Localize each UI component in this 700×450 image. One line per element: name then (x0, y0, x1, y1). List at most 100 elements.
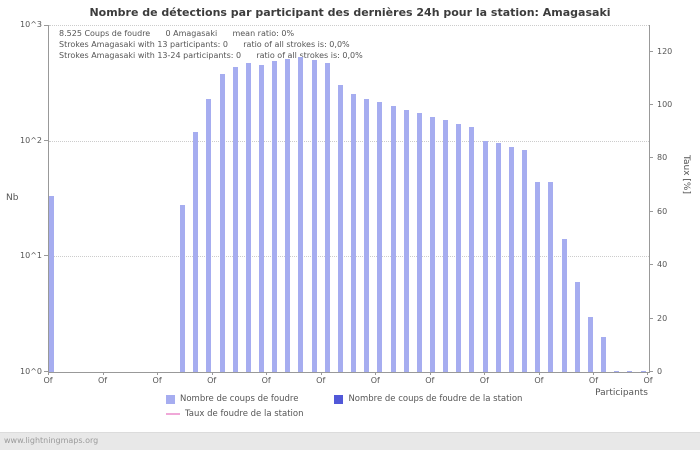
legend-label: Nombre de coups de foudre de la station (348, 394, 523, 404)
bar (232, 67, 238, 372)
y-axis-left-label: Nb (6, 193, 19, 203)
tick-mark (538, 372, 540, 375)
bar (601, 337, 607, 372)
footer-strip: www.lightningmaps.org (0, 432, 700, 450)
legend-label: Taux de foudre de la station (185, 409, 304, 419)
bar (180, 205, 186, 372)
tick-mark (649, 371, 653, 372)
y-axis-left-ticks: 10^0 10^1 10^2 10^3 (0, 20, 48, 376)
bar (469, 127, 475, 372)
bar (522, 150, 528, 372)
bar (337, 85, 343, 372)
tick-mark (593, 372, 595, 375)
legend-line-swatch (166, 413, 180, 415)
y-axis-right-tick-label: 20 (657, 313, 668, 323)
legend-label: Nombre de coups de foudre (180, 394, 299, 404)
annotations: 8.525 Coups de foudre 0 Amagasaki mean r… (59, 28, 363, 61)
tick-mark (649, 157, 653, 159)
y-axis-tick-label: 10^1 (20, 251, 42, 261)
tick-mark (44, 255, 48, 257)
y-axis-right-ticks: 0 20 40 60 80 100 120 (649, 25, 699, 376)
x-axis-tick-label: Of (643, 376, 653, 385)
tick-mark (375, 372, 377, 375)
tick-mark (44, 25, 48, 26)
bar (377, 102, 383, 372)
bar (587, 317, 593, 372)
tick-mark (649, 264, 653, 266)
x-axis-tick-label: Of (152, 376, 162, 385)
tick-mark (649, 317, 653, 319)
chart-title: Nombre de détections par participant des… (89, 6, 611, 19)
bar (390, 106, 396, 372)
tick-mark (44, 139, 48, 141)
bar (640, 371, 646, 372)
bar (561, 239, 567, 372)
bar (206, 99, 212, 372)
x-axis-tick-label: Of (316, 376, 326, 385)
bar (245, 63, 251, 372)
bar (548, 182, 554, 372)
legend-row: Nombre de coups de foudre Nombre de coups… (166, 394, 558, 404)
bar (574, 282, 580, 372)
gridline (49, 25, 649, 26)
bar (258, 65, 264, 372)
tick-mark (649, 104, 653, 106)
bar (508, 147, 514, 372)
tick-mark (649, 50, 653, 52)
annotation-line: Strokes Amagasaki with 13-24 participant… (59, 51, 363, 60)
legend-item: Taux de foudre de la station (166, 409, 304, 419)
bar (298, 57, 304, 372)
x-axis-tick-label: Of (261, 376, 271, 385)
bar (48, 196, 54, 372)
legend-item: Nombre de coups de foudre (166, 394, 298, 404)
bar (482, 141, 488, 372)
bar (627, 371, 633, 372)
tick-mark (48, 372, 49, 375)
gridline (49, 256, 649, 258)
watermark-text: www.lightningmaps.org (4, 436, 99, 445)
x-axis-tick-label: Of (370, 376, 380, 385)
bar (285, 59, 291, 372)
legend-square-swatch (166, 394, 175, 404)
y-axis-tick-label: 10^0 (20, 367, 42, 376)
bar (443, 120, 449, 372)
x-axis-tick-label: Of (425, 376, 435, 385)
y-axis-right-tick-label: 120 (657, 46, 673, 56)
tick-mark (211, 372, 213, 375)
x-axis-tick-label: Of (97, 376, 108, 385)
bar (324, 63, 330, 372)
bar (535, 182, 541, 372)
x-axis-tick-label: Of (588, 376, 599, 385)
bar (403, 110, 409, 372)
tick-mark (484, 372, 486, 375)
x-axis-tick-label: Of (43, 376, 53, 385)
bar (311, 60, 317, 372)
tick-mark (157, 372, 159, 375)
bar (614, 371, 620, 372)
x-axis-tick-label: Of (479, 376, 489, 385)
bar (193, 132, 199, 372)
gridline (49, 140, 649, 142)
tick-mark (44, 371, 48, 372)
x-axis-tick-label: Of (534, 376, 544, 385)
bar (430, 117, 435, 372)
tick-mark (266, 372, 268, 375)
y-axis-right-label: Taux [%] (681, 155, 691, 194)
tick-mark (647, 372, 648, 375)
tick-mark (320, 372, 322, 375)
tick-mark (102, 372, 104, 375)
annotation-line: 8.525 Coups de foudre 0 Amagasaki mean r… (59, 29, 295, 38)
x-axis-label: Participants (595, 388, 648, 398)
legend-row: Taux de foudre de la station (166, 409, 558, 419)
legend-square-swatch (334, 394, 344, 404)
tick-mark (429, 372, 431, 375)
y-axis-right-tick-label: 60 (657, 206, 668, 216)
bar (364, 99, 370, 372)
bar (495, 143, 501, 372)
y-axis-right-tick-label: 40 (657, 260, 668, 270)
bar (351, 94, 357, 372)
bar (219, 74, 225, 372)
legend-item: Nombre de coups de foudre de la station (334, 394, 522, 404)
y-axis-tick-label: 10^3 (20, 20, 42, 29)
bar (272, 61, 278, 372)
